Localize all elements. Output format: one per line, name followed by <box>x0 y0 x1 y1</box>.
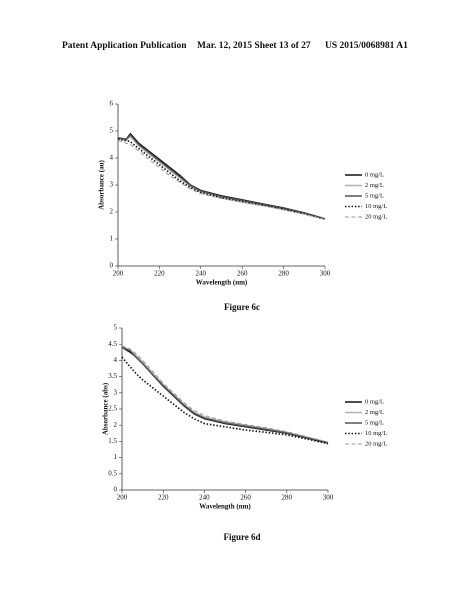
y-tick-label: 4.5 <box>108 340 117 348</box>
legend-label: 10 mg/L <box>365 430 387 437</box>
series-line <box>121 346 329 444</box>
y-tick-label: 2.5 <box>108 405 117 413</box>
figure-caption: Figure 6c <box>224 302 260 312</box>
x-axis-label: Wavelength (nm) <box>199 503 251 511</box>
y-tick-label: 4 <box>114 356 118 364</box>
y-tick-label: 0 <box>114 486 118 494</box>
x-axis-label: Wavelength (nm) <box>196 279 248 287</box>
series-line <box>121 356 329 445</box>
legend-label: 20 mg/L <box>365 213 387 220</box>
y-tick-label: 1.5 <box>108 437 117 445</box>
x-tick-label: 220 <box>158 494 169 502</box>
x-tick-label: 240 <box>199 494 210 502</box>
series-line <box>118 132 326 220</box>
figure-caption: Figure 6d <box>223 532 260 542</box>
header-left: Patent Application Publication <box>62 41 187 51</box>
y-tick-label: 4 <box>110 154 114 162</box>
legend-label: 20 mg/L <box>365 440 387 447</box>
series-line <box>117 135 326 220</box>
series-line <box>121 346 329 444</box>
x-tick-label: 200 <box>113 270 124 278</box>
y-tick-label: 1 <box>110 235 114 243</box>
header-center: Mar. 12, 2015 Sheet 13 of 27 <box>197 41 311 51</box>
y-tick-label: 3 <box>110 181 114 189</box>
x-tick-label: 260 <box>237 270 248 278</box>
series-line <box>121 345 329 443</box>
series-line <box>121 345 329 444</box>
x-tick-label: 280 <box>282 494 293 502</box>
x-tick-label: 220 <box>154 270 165 278</box>
legend-label: 10 mg/L <box>365 203 387 210</box>
y-tick-label: 0 <box>110 262 114 270</box>
x-tick-label: 300 <box>323 494 334 502</box>
legend-label: 5 mg/L <box>365 192 384 199</box>
x-tick-label: 280 <box>278 270 289 278</box>
x-tick-label: 240 <box>196 270 207 278</box>
legend-label: 2 mg/L <box>365 409 384 416</box>
series-line <box>117 134 326 220</box>
y-tick-label: 5 <box>114 324 118 332</box>
y-tick-label: 5 <box>110 127 114 135</box>
y-tick-label: 2 <box>114 421 118 429</box>
legend-label: 2 mg/L <box>365 182 384 189</box>
y-tick-label: 0.5 <box>108 469 117 477</box>
y-tick-label: 6 <box>110 100 114 108</box>
y-tick-label: 3 <box>114 388 118 396</box>
legend-label: 0 mg/L <box>365 398 384 405</box>
y-tick-label: 3.5 <box>108 372 117 380</box>
series-line <box>117 139 326 220</box>
y-tick-label: 1 <box>114 453 118 461</box>
x-tick-label: 300 <box>320 270 331 278</box>
legend-label: 0 mg/L <box>365 171 384 178</box>
legend-label: 5 mg/L <box>365 419 384 426</box>
y-axis-label: Absorbance (abs) <box>102 382 110 435</box>
x-tick-label: 200 <box>117 494 128 502</box>
x-tick-label: 260 <box>240 494 251 502</box>
header-right: US 2015/0068981 A1 <box>325 41 408 51</box>
y-axis-label: Absorbance (au) <box>98 160 106 210</box>
y-tick-label: 2 <box>110 208 114 216</box>
